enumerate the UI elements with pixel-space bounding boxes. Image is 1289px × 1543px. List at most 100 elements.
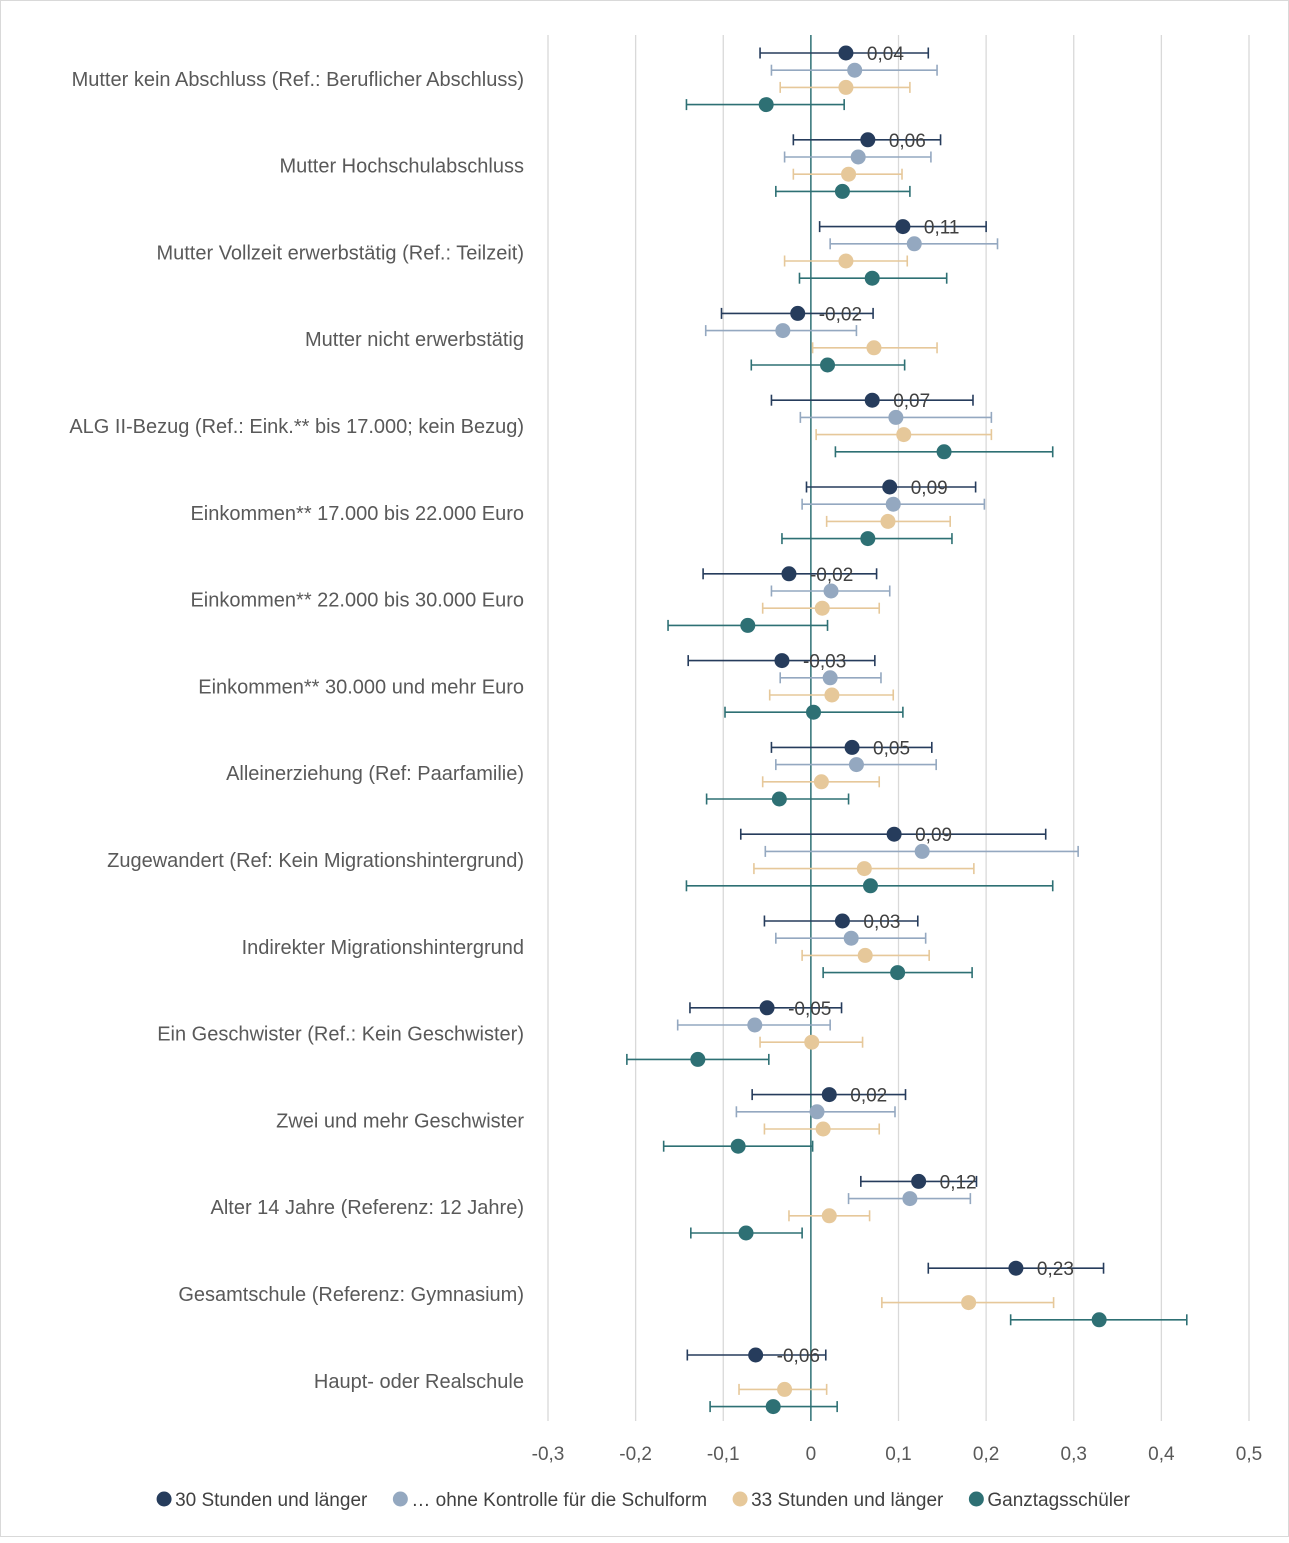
data-label: 0,04 [867,44,904,65]
category-label: Zwei und mehr Geschwister [276,1110,524,1132]
legend-marker [392,1491,408,1507]
data-point [888,409,904,425]
data-point [730,1138,746,1154]
x-tick-label: 0,3 [1061,1444,1087,1465]
data-label: -0,06 [777,1346,820,1367]
data-point [895,219,911,235]
series-ohne-kontrolle-f-r-die-schulform [676,62,1079,1207]
data-point [882,479,898,495]
legend-label: … ohne Kontrolle für die Schulform [411,1490,707,1511]
data-point [936,444,952,460]
x-tick-label: -0,1 [707,1444,740,1465]
category-label: Mutter nicht erwerbstätig [305,329,524,351]
category-label: Ein Geschwister (Ref.: Kein Geschwister) [157,1024,524,1046]
data-point [822,670,838,686]
data-point [815,1121,831,1137]
data-point [777,1381,793,1397]
data-label: 0,03 [863,912,900,933]
data-label: -0,02 [819,304,862,325]
data-point [914,843,930,859]
data-point [841,166,857,182]
x-tick-label: 0,5 [1236,1444,1262,1465]
legend-label: 33 Stunden und länger [751,1490,944,1511]
data-label: 0,12 [940,1172,977,1193]
data-label: 0,09 [911,478,948,499]
data-point [906,236,922,252]
data-point [747,1017,763,1033]
data-point [690,1051,706,1067]
data-label: -0,02 [810,565,853,586]
data-point [813,774,829,790]
data-label: -0,05 [788,999,831,1020]
data-point [961,1295,977,1311]
data-point [758,97,774,113]
data-point [1091,1312,1107,1328]
data-label: 0,23 [1037,1259,1074,1280]
data-point [838,79,854,95]
x-tick-label: 0,4 [1148,1444,1175,1465]
x-tick-labels: -0,3 -0,2 -0,1 0 0,1 0,2 0,3 0,4 0,5 [532,1444,1263,1465]
data-point [823,583,839,599]
data-point [844,739,860,755]
data-label: 0,06 [889,131,926,152]
category-label: Mutter Vollzeit erwerbstätig (Ref.: Teil… [156,242,524,264]
legend-marker [156,1491,172,1507]
data-point [814,600,830,616]
data-label: 0,05 [873,738,910,759]
data-label: 0,02 [850,1086,887,1107]
category-label: Mutter kein Abschluss (Ref.: Beruflicher… [72,69,524,91]
category-label: Indirekter Migrationshintergrund [242,937,524,959]
data-point [821,1208,837,1224]
series-30-stunden-und-l-nger [686,45,1105,1363]
data-point [864,270,880,286]
legend-marker [968,1491,984,1507]
legend-item-ohne-kontrolle-f-r-die-schulform: … ohne Kontrolle für die Schulform [392,1490,707,1511]
x-tick-label: 0 [806,1444,817,1465]
data-point [738,1225,754,1241]
data-point [880,513,896,529]
legend-label: 30 Stunden und länger [175,1490,368,1511]
data-point [781,566,797,582]
category-label: Mutter Hochschulabschluss [279,156,524,178]
data-point [860,531,876,547]
x-tick-label: 0,1 [885,1444,911,1465]
legend-item-30-stunden-und-l-nger: 30 Stunden und länger [156,1490,368,1511]
data-point [896,427,912,443]
series-marks [626,45,1188,1415]
data-point [862,878,878,894]
data-label: 0,07 [893,391,930,412]
category-label: Zugewandert (Ref: Kein Migrationshinterg… [107,850,524,872]
data-point [843,930,859,946]
category-label: Gesamtschule (Referenz: Gymnasium) [178,1284,524,1306]
data-label: -0,03 [803,652,846,673]
data-point [847,62,863,78]
data-point [824,687,840,703]
gridlines [547,35,1250,1421]
series-ganztagssch-ler [626,97,1188,1415]
data-point [820,357,836,373]
data-label: 0,11 [924,218,960,239]
data-point [759,1000,775,1016]
data-point [775,323,791,339]
category-label: Einkommen** 22.000 bis 30.000 Euro [190,590,524,612]
category-label: Einkommen** 30.000 und mehr Euro [198,676,524,698]
data-point [771,791,787,807]
data-point [885,496,901,512]
category-label: Alleinerziehung (Ref: Paarfamilie) [226,763,524,785]
legend-item-ganztagssch-ler: Ganztagsschüler [968,1490,1131,1511]
data-point [790,305,806,321]
x-tick-label: -0,2 [619,1444,652,1465]
data-point [864,392,880,408]
data-point [838,45,854,61]
data-point [1008,1260,1024,1276]
category-labels: Mutter kein Abschluss (Ref.: Beruflicher… [69,69,524,1393]
category-label: Einkommen** 17.000 bis 22.000 Euro [190,503,524,525]
legend: 30 Stunden und länger … ohne Kontrolle fü… [156,1490,1131,1511]
data-point [834,913,850,929]
category-label: ALG II-Bezug (Ref.: Eink.** bis 17.000; … [69,416,524,438]
data-labels: 0,04 0,06 0,11 -0,02 0,07 0,09 -0,02 -0,03 0,05 0… [777,44,1074,1367]
data-point [821,1087,837,1103]
category-label: Haupt- oder Realschule [314,1371,524,1393]
data-point [809,1104,825,1120]
